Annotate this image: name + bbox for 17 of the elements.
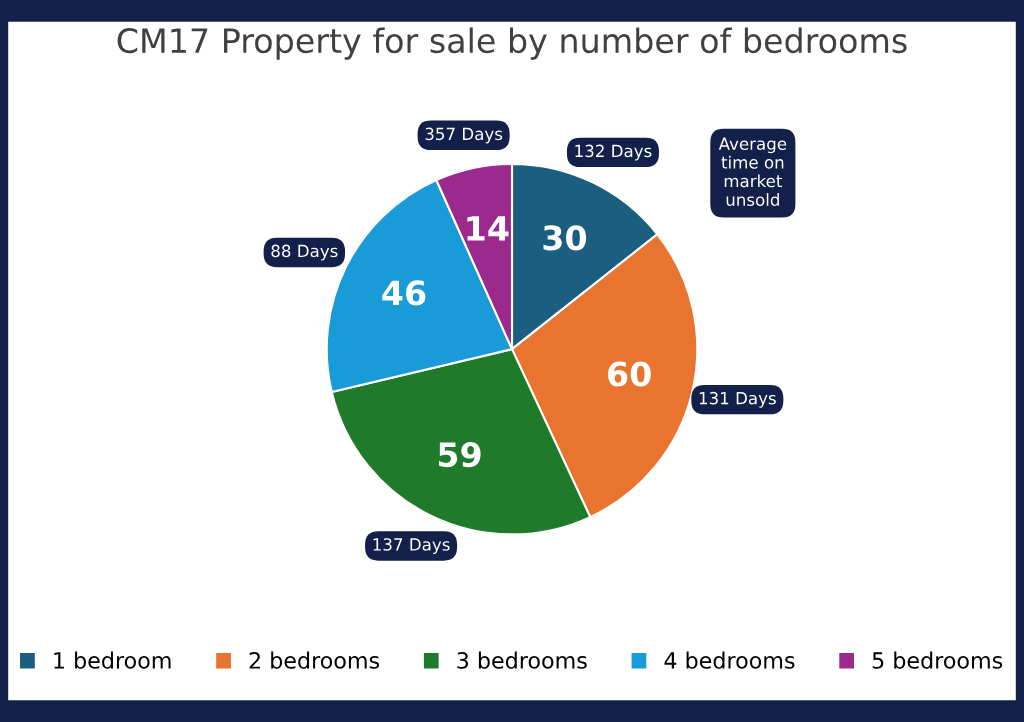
data-label: 60	[608, 361, 651, 387]
text: 357 Days	[425, 127, 503, 144]
legend-label: 5 bedrooms	[872, 651, 1003, 669]
data-label: 59	[438, 442, 481, 468]
legend-label: 1 bedroom	[54, 651, 171, 669]
text: Average time on market unsold	[718, 137, 787, 206]
text: 132 Days	[575, 144, 652, 161]
legend-label: 2 bedrooms	[249, 651, 380, 669]
chart-title: CM17 Property for sale by number of bedrooms	[117, 27, 907, 60]
data-label: 46	[382, 280, 426, 306]
legend-label: 4 bedrooms	[664, 651, 795, 669]
text: 131 Days	[699, 391, 776, 408]
legend-label: 3 bedrooms	[457, 651, 587, 669]
text: 137 Days	[373, 538, 450, 554]
data-label: 14	[467, 216, 509, 241]
text: 88 Days	[271, 244, 338, 261]
data-label: 30	[543, 225, 587, 251]
